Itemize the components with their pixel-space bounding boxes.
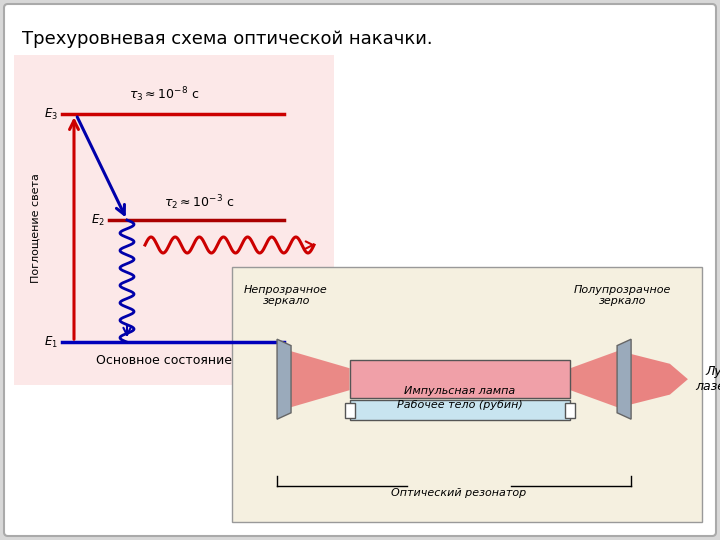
FancyBboxPatch shape — [349, 368, 570, 390]
Text: $\tau_3 \approx 10^{-8}$ с: $\tau_3 \approx 10^{-8}$ с — [129, 86, 199, 104]
Text: Трехуровневая схема оптической накачки.: Трехуровневая схема оптической накачки. — [22, 30, 433, 48]
Text: $E_3$: $E_3$ — [44, 107, 58, 122]
Text: $E_2$: $E_2$ — [91, 212, 105, 227]
Text: Рабочее тело (рубин): Рабочее тело (рубин) — [397, 400, 523, 410]
Text: Основное состояние: Основное состояние — [96, 354, 232, 367]
FancyBboxPatch shape — [4, 4, 716, 536]
Text: Импульсная лампа: Импульсная лампа — [405, 386, 516, 396]
Text: Луч
лазера: Луч лазера — [695, 365, 720, 393]
Polygon shape — [570, 351, 617, 407]
Polygon shape — [631, 354, 688, 404]
FancyBboxPatch shape — [14, 55, 334, 385]
Polygon shape — [277, 339, 291, 419]
Text: $E_1$: $E_1$ — [44, 335, 58, 350]
Text: Полупрозрачное
зеркало: Полупрозрачное зеркало — [573, 285, 671, 306]
Polygon shape — [291, 351, 349, 407]
FancyBboxPatch shape — [232, 267, 702, 522]
FancyBboxPatch shape — [349, 360, 570, 398]
Text: $\tau_2 \approx 10^{-3}$ с: $\tau_2 \approx 10^{-3}$ с — [164, 193, 234, 212]
Text: Оптический резонатор: Оптический резонатор — [391, 488, 526, 498]
Text: Поглощение света: Поглощение света — [31, 173, 41, 283]
FancyBboxPatch shape — [349, 400, 570, 420]
Text: Непрозрачное
зеркало: Непрозрачное зеркало — [244, 285, 328, 306]
FancyBboxPatch shape — [344, 403, 354, 418]
FancyBboxPatch shape — [565, 403, 575, 418]
Polygon shape — [617, 339, 631, 419]
